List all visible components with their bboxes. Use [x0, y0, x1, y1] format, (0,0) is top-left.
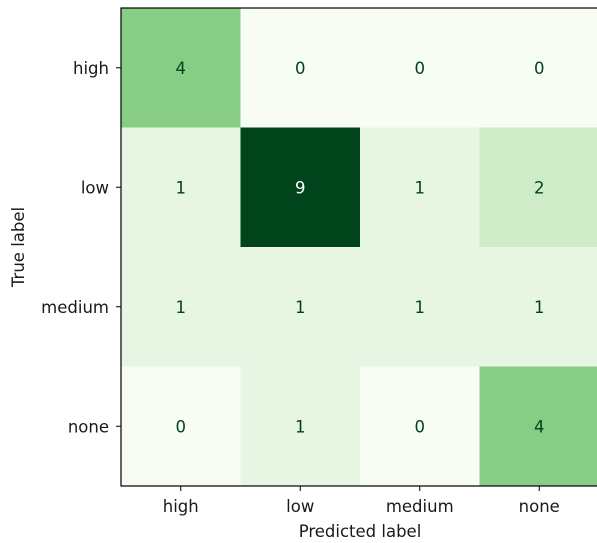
x-tick-label: none — [519, 497, 560, 516]
cell-value-label: 1 — [415, 178, 426, 197]
cell-value-label: 2 — [534, 178, 545, 197]
heatmap-cell-high-none — [479, 8, 597, 128]
cell-value-label: 1 — [295, 298, 306, 317]
cell-value-label: 0 — [415, 59, 426, 78]
cell-value-label: 9 — [295, 178, 306, 197]
cell-value-label: 1 — [295, 417, 306, 436]
x-tick-label: medium — [386, 497, 454, 516]
cell-value-label: 4 — [534, 417, 545, 436]
x-tick-label: low — [286, 497, 314, 516]
heatmap-cell-none-low — [240, 366, 361, 487]
cell-value-label: 0 — [415, 417, 426, 436]
y-tick-label: none — [68, 417, 109, 436]
heatmap-cell-medium-none — [479, 247, 597, 367]
x-tick-label: high — [163, 497, 199, 516]
heatmap-cell-medium-high — [121, 247, 241, 367]
y-tick-label: low — [81, 178, 109, 197]
cell-value-label: 0 — [534, 59, 545, 78]
cell-value-label: 1 — [176, 178, 187, 197]
cell-value-label: 1 — [534, 298, 545, 317]
y-axis-label: True label — [9, 207, 28, 288]
cell-value-label: 0 — [176, 417, 187, 436]
y-tick-label: medium — [41, 298, 109, 317]
heatmap-cell-none-none — [479, 366, 597, 487]
heatmap-cell-low-low — [240, 127, 361, 248]
x-axis-label: Predicted label — [299, 522, 422, 541]
heatmap-cell-medium-medium — [360, 247, 480, 367]
cell-value-label: 1 — [415, 298, 426, 317]
heatmap-cell-none-medium — [360, 366, 480, 487]
heatmap-cells — [121, 8, 597, 487]
heatmap-cell-high-low — [240, 8, 361, 128]
y-axis-ticks: high low medium none — [41, 59, 121, 436]
cell-value-labels: 4 0 0 0 1 9 1 2 1 1 1 1 0 1 0 4 — [176, 59, 545, 437]
plot-frame — [120, 7, 597, 487]
y-tick-label: high — [73, 59, 109, 78]
cell-value-label: 0 — [295, 59, 306, 78]
heatmap-cell-none-high — [121, 366, 241, 487]
heatmap-cell-high-high — [121, 8, 241, 128]
heatmap-cell-high-medium — [360, 8, 480, 128]
x-axis-ticks: high low medium none — [163, 486, 560, 516]
heatmap-cell-low-none — [479, 127, 597, 248]
cell-value-label: 4 — [176, 59, 187, 78]
cell-value-label: 1 — [176, 298, 187, 317]
heatmap-cell-medium-low — [240, 247, 361, 367]
heatmap-cell-low-high — [121, 127, 241, 248]
heatmap-cell-low-medium — [360, 127, 480, 248]
